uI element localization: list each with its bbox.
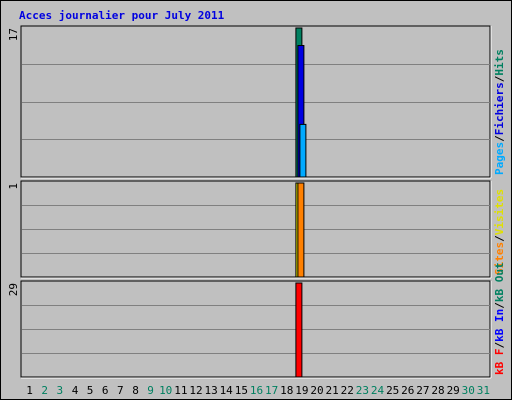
legend-entry: Sites <box>493 242 506 275</box>
panel-legend: Pages/Fichiers/Hits <box>493 49 506 175</box>
legend-entry: Fichiers <box>493 82 506 135</box>
x-tick-label-day-10: 10 <box>159 384 172 397</box>
legend-entry: Pages <box>493 142 506 175</box>
x-tick-label-day-29: 29 <box>447 384 460 397</box>
panel-max-label: 17 <box>7 28 20 41</box>
x-tick-label-day-24: 24 <box>371 384 385 397</box>
x-tick-label-day-11: 11 <box>174 384 187 397</box>
panel-max-label: 1 <box>7 183 20 190</box>
bar-pages-day-19 <box>299 123 307 178</box>
panel-legend: kB F/kB In/kB Out <box>493 262 506 375</box>
legend-entry: Hits <box>493 49 506 76</box>
x-tick-label-day-13: 13 <box>204 384 217 397</box>
x-tick-label-day-23: 23 <box>356 384 369 397</box>
x-tick-label-day-8: 8 <box>132 384 139 397</box>
x-tick-label-day-16: 16 <box>250 384 263 397</box>
panel-max-label: 29 <box>7 283 20 296</box>
panel-plot-area <box>20 25 491 178</box>
x-tick-label-day-12: 12 <box>189 384 202 397</box>
x-tick-label-day-3: 3 <box>56 384 63 397</box>
legend-separator: / <box>493 75 506 82</box>
legend-separator: / <box>493 135 506 142</box>
bar-kb-f-day-19 <box>295 282 303 378</box>
x-tick-label-day-1: 1 <box>26 384 33 397</box>
x-tick-label-day-9: 9 <box>147 384 154 397</box>
x-tick-label-day-31: 31 <box>477 384 490 397</box>
bar-sites-day-19 <box>297 182 305 278</box>
legend-separator: / <box>493 342 506 349</box>
x-tick-label-day-25: 25 <box>386 384 399 397</box>
x-tick-label-day-20: 20 <box>310 384 323 397</box>
x-tick-label-day-6: 6 <box>102 384 109 397</box>
x-tick-label-day-19: 19 <box>295 384 308 397</box>
x-tick-label-day-14: 14 <box>220 384 234 397</box>
x-tick-label-day-4: 4 <box>72 384 79 397</box>
legend-separator: / <box>493 235 506 242</box>
x-tick-label-day-26: 26 <box>401 384 414 397</box>
x-tick-label-day-17: 17 <box>265 384 278 397</box>
legend-entry: kB F <box>493 349 506 376</box>
x-tick-label-day-28: 28 <box>431 384 444 397</box>
legend-separator: / <box>493 302 506 309</box>
x-tick-label-day-7: 7 <box>117 384 124 397</box>
x-tick-label-day-15: 15 <box>235 384 248 397</box>
legend-entry: Visites <box>493 189 506 235</box>
x-tick-label-day-22: 22 <box>341 384 354 397</box>
x-tick-label-day-27: 27 <box>416 384 429 397</box>
legend-entry: kB In <box>493 309 506 342</box>
x-tick-label-day-5: 5 <box>87 384 94 397</box>
panel-legend: Sites/Visites <box>493 189 506 275</box>
x-tick-label-day-2: 2 <box>41 384 48 397</box>
chart-title: Acces journalier pour July 2011 <box>19 9 225 22</box>
x-tick-label-day-30: 30 <box>462 384 475 397</box>
legend-entry: kB Out <box>493 262 506 302</box>
x-tick-label-day-18: 18 <box>280 384 293 397</box>
panel-sites-visits: 1 Sites/Visites <box>7 180 506 279</box>
x-tick-label-day-21: 21 <box>325 384 338 397</box>
